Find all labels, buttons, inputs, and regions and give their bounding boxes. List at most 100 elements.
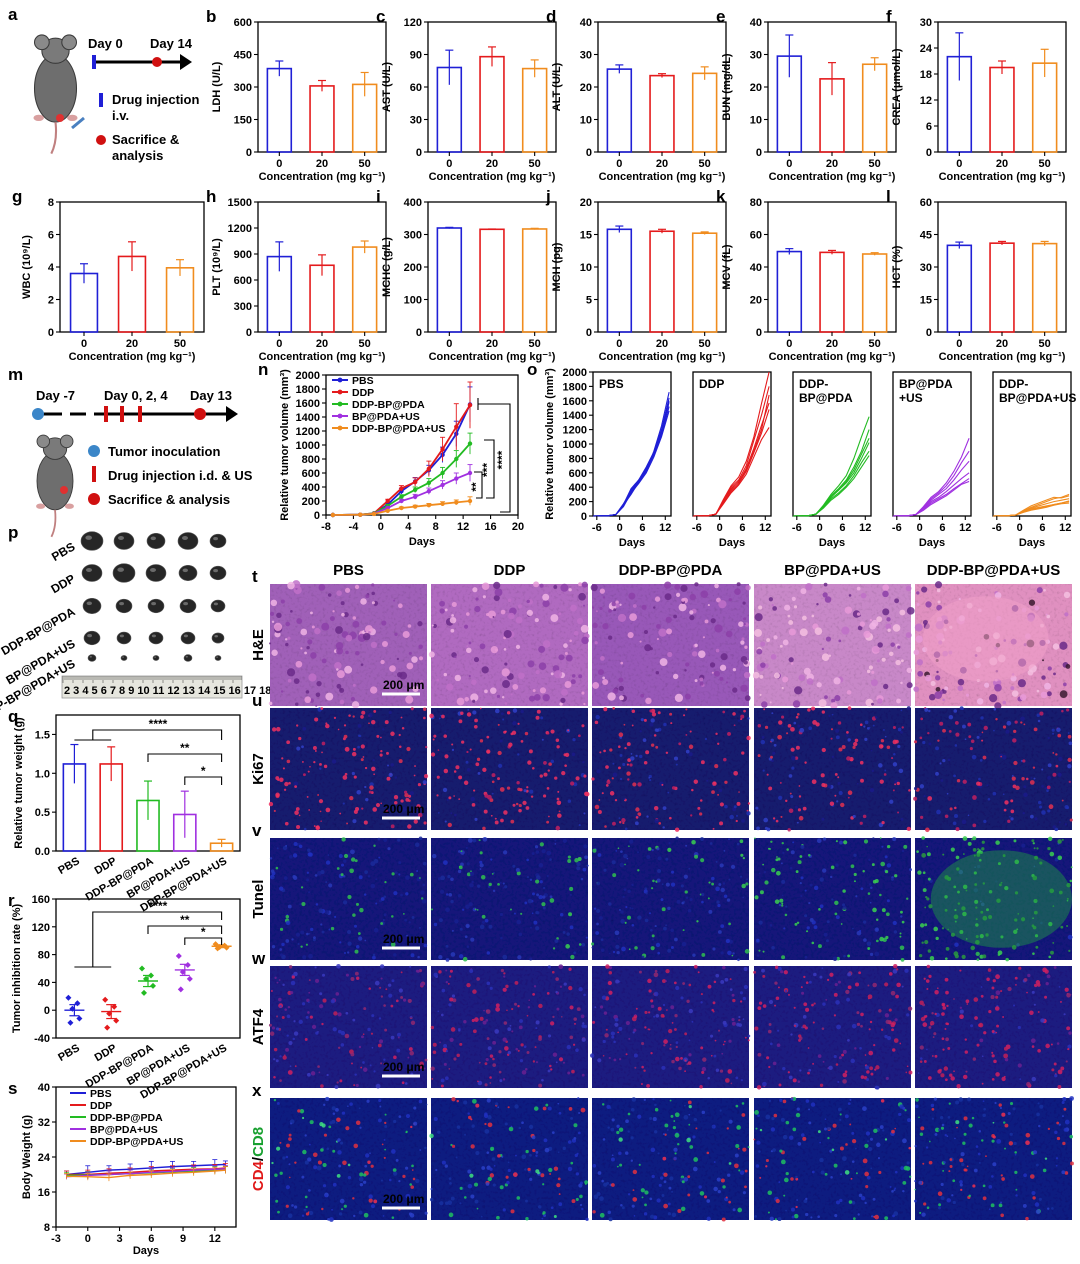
micrograph-cell — [557, 790, 560, 793]
micrograph-cell — [568, 967, 572, 971]
micrograph-cell — [291, 975, 295, 979]
micrograph-cell — [945, 1078, 948, 1082]
micrograph-cell — [617, 937, 620, 940]
micrograph-cell — [891, 1028, 894, 1032]
chart-h-x-tick-label: 50 — [359, 338, 371, 350]
legend-tumor-icon — [88, 445, 100, 457]
chart-n-x-tick-label: 12 — [457, 521, 469, 533]
micrograph-cell — [799, 855, 803, 858]
micrograph-cell — [1016, 943, 1020, 947]
micrograph-cell — [384, 1125, 388, 1128]
micrograph-cell — [540, 716, 544, 720]
micrograph-cell — [630, 753, 633, 755]
chart-o-y-tick-label: 0 — [581, 511, 587, 523]
micrograph-cell — [618, 1026, 623, 1031]
micrograph-cell — [373, 709, 377, 713]
micrograph-cell — [414, 842, 420, 847]
chart-l-bar — [946, 244, 973, 333]
micrograph-cell — [961, 906, 966, 911]
chart-r-annotation: * — [201, 925, 206, 939]
micrograph-cell — [581, 1073, 585, 1077]
micrograph-cell — [896, 781, 900, 786]
micrograph-cell — [354, 1073, 357, 1076]
chart-j-x-tick-label: 20 — [656, 338, 668, 350]
micrograph-cell — [762, 974, 766, 978]
micrograph-cell — [978, 1129, 982, 1133]
tumor-sample — [115, 598, 133, 614]
micrograph-cell — [518, 808, 522, 813]
micrograph-cell — [630, 756, 635, 761]
micrograph-cell — [801, 615, 807, 621]
chart-l-x-tick-label: 50 — [1039, 338, 1051, 350]
micrograph-cell — [510, 819, 515, 824]
chart-n-y-tick-label: 1000 — [296, 440, 320, 452]
micrograph-cell — [754, 1215, 758, 1218]
micrograph-cell — [1068, 1031, 1072, 1035]
micrograph-cell — [1061, 709, 1064, 713]
micrograph-cell — [940, 1116, 944, 1120]
chart-k-y-tick-label: 80 — [750, 197, 762, 209]
micrograph-cell — [699, 1191, 705, 1196]
micrograph-cell — [945, 1037, 949, 1042]
micrograph-cell — [1060, 1066, 1065, 1071]
micrograph-cell — [370, 1164, 374, 1168]
micrograph-cell — [291, 1204, 294, 1207]
micrograph-cell — [759, 674, 764, 679]
micrograph-cell — [306, 878, 310, 882]
micrograph-cell — [950, 1076, 955, 1081]
micrograph-cell — [304, 696, 312, 704]
micrograph-cell — [432, 623, 437, 629]
micrograph-cell — [549, 1068, 553, 1071]
syringe-icon — [71, 116, 85, 130]
micrograph-cell — [919, 815, 924, 819]
micrograph-cell — [595, 714, 600, 720]
micrograph-row-stain-label: H&E — [250, 629, 267, 661]
micrograph-cell — [840, 1173, 842, 1176]
micrograph-cell — [662, 806, 667, 810]
micrograph-cell — [1001, 1076, 1006, 1082]
micrograph-cell — [714, 763, 719, 769]
micrograph-cell — [871, 619, 879, 627]
micrograph-cell — [343, 611, 349, 618]
micrograph-cell — [656, 878, 661, 883]
micrograph-cell — [758, 605, 763, 610]
micrograph-cell — [516, 871, 521, 876]
micrograph-cell — [824, 1118, 827, 1121]
micrograph-cell — [315, 692, 321, 698]
micrograph-cell — [884, 1013, 890, 1018]
micrograph-cell — [1002, 1016, 1005, 1018]
micrograph-cell — [603, 1011, 608, 1015]
micrograph-cell — [317, 1065, 320, 1068]
micrograph-cell — [378, 1118, 382, 1123]
micrograph-cell — [770, 654, 777, 660]
micrograph-background — [592, 708, 749, 830]
micrograph-cell — [343, 734, 348, 739]
micrograph-cell — [881, 820, 885, 825]
micrograph-cell — [271, 1026, 276, 1030]
micrograph-cell — [595, 931, 600, 935]
chart-e-panel-label: e — [716, 7, 725, 26]
micrograph-cell — [740, 684, 748, 692]
micrograph-cell — [965, 938, 968, 940]
chart-c-bar — [521, 67, 548, 153]
micrograph-cell — [628, 845, 630, 848]
micrograph-cell — [946, 1198, 951, 1203]
micrograph-cell — [1055, 1157, 1059, 1160]
micrograph-cell — [481, 582, 490, 590]
micrograph-cell — [451, 743, 454, 746]
micrograph-cell — [743, 671, 751, 679]
micrograph-cell — [877, 698, 883, 704]
micrograph-cell — [470, 693, 479, 702]
micrograph-cell — [608, 902, 612, 906]
micrograph-cell — [350, 857, 356, 862]
micrograph-cell — [270, 611, 275, 616]
micrograph-cell — [771, 1116, 775, 1121]
micrograph-cell — [1032, 952, 1035, 955]
micrograph-cell — [439, 608, 445, 614]
micrograph-cell — [325, 723, 330, 729]
micrograph-cell — [986, 908, 989, 912]
micrograph-cell — [779, 1149, 783, 1153]
micrograph-cell — [848, 704, 851, 707]
micrograph-cell — [790, 1207, 795, 1212]
scale-bar-label: 200 μm — [383, 802, 424, 816]
